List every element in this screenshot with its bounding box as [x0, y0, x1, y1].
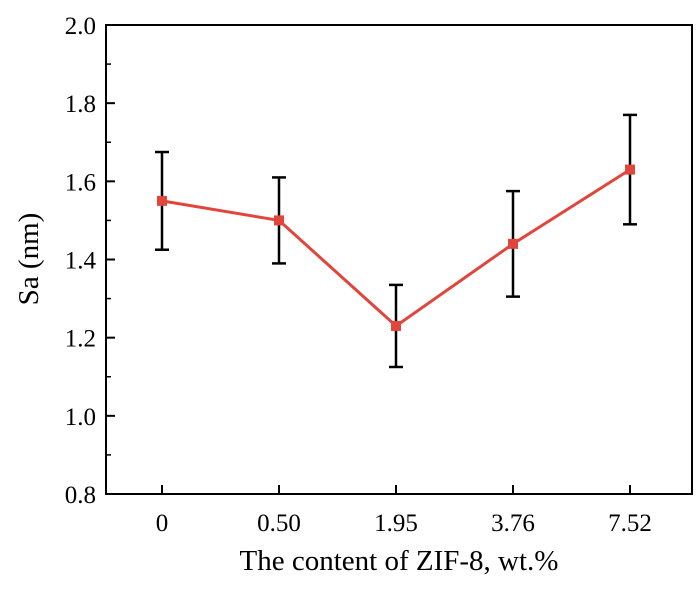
y-axis-title: Sa (nm) — [13, 213, 45, 306]
x-axis: 0 0.50 1.95 3.76 7.52 — [156, 485, 652, 537]
x-tick-label: 0 — [156, 510, 169, 537]
data-point — [274, 215, 284, 226]
y-tick-label: 1.2 — [65, 326, 96, 353]
x-axis-title: The content of ZIF-8, wt.% — [240, 545, 559, 577]
data-point — [391, 320, 401, 331]
data-point — [508, 238, 518, 249]
x-tick-label: 0.50 — [257, 510, 301, 537]
data-point — [157, 195, 167, 206]
y-tick-label: 1.0 — [65, 404, 96, 431]
y-tick-label: 1.4 — [65, 248, 97, 275]
data-markers — [157, 164, 635, 331]
data-point — [625, 164, 635, 175]
y-tick-label: 2.0 — [65, 13, 96, 40]
y-axis: 0.8 1.0 1.2 1.4 1.6 1.8 2.0 — [65, 13, 115, 509]
x-tick-label: 3.76 — [491, 510, 535, 537]
plot-frame — [105, 24, 693, 495]
x-tick-label: 1.95 — [374, 510, 418, 537]
y-tick-label: 1.8 — [65, 91, 96, 118]
y-tick-label: 1.6 — [65, 169, 96, 196]
x-tick-label: 7.52 — [608, 510, 652, 537]
y-tick-label: 0.8 — [65, 482, 96, 509]
